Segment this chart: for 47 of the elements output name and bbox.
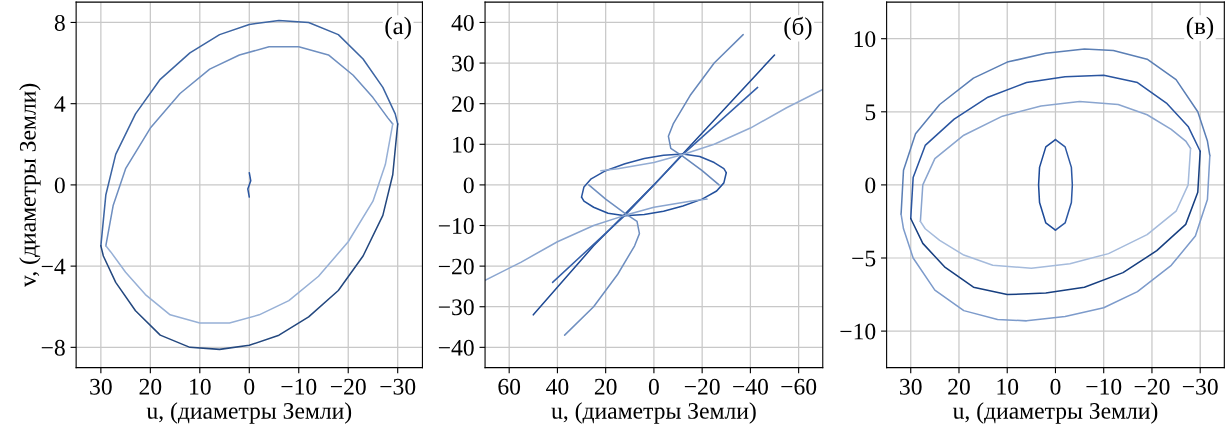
x-tick-label: 20 — [948, 378, 970, 395]
x-tick-label: 10 — [190, 378, 211, 395]
y-tick-label: 4 — [54, 96, 66, 112]
x-tick-label: 20 — [139, 378, 162, 395]
x-tick-label: 30 — [900, 378, 922, 395]
x-tick-label: 30 — [90, 378, 112, 395]
x-tick-label: 0 — [1050, 378, 1061, 395]
x-tick-label: 40 — [546, 378, 569, 395]
y-tick-label: 30 — [452, 55, 474, 72]
x-tick-label: −40 — [733, 378, 768, 395]
y-tick-label: 0 — [54, 177, 65, 194]
x-tick-label: 20 — [594, 378, 617, 395]
x-tick-label: 60 — [498, 378, 521, 395]
x-axis-title: u, (диаметры Земли) — [952, 402, 1158, 424]
annotation: (a) — [385, 16, 411, 40]
x-tick-label: −60 — [781, 378, 817, 395]
y-tick-label: 0 — [463, 177, 474, 194]
y-axis-title: v, (диаметры Земли) — [19, 83, 41, 287]
x-tick-label: −20 — [1134, 378, 1170, 395]
y-tick-label: −8 — [41, 339, 65, 356]
x-axis-title: u, (диаметры Земли) — [551, 402, 756, 424]
x-tick-label: −20 — [684, 378, 720, 395]
x-tick-label: 0 — [244, 378, 255, 395]
y-tick-label: 5 — [865, 104, 876, 121]
y-tick-label: −10 — [840, 323, 876, 340]
x-tick-label: −30 — [380, 378, 416, 395]
y-tick-label: −20 — [438, 258, 474, 275]
y-tick-label: −5 — [852, 250, 876, 267]
y-tick-label: 40 — [451, 14, 474, 31]
x-tick-label: −10 — [1086, 378, 1122, 395]
annotation: (в) — [1186, 16, 1214, 40]
x-tick-label: 0 — [648, 378, 659, 395]
y-tick-label: −10 — [438, 218, 474, 234]
y-tick-label: −4 — [41, 258, 66, 275]
y-tick-label: 10 — [854, 31, 876, 48]
y-tick-label: 0 — [865, 177, 876, 194]
y-tick-label: −30 — [438, 299, 474, 316]
y-tick-label: 8 — [54, 14, 65, 31]
x-tick-label: 10 — [997, 378, 1019, 395]
y-tick-label: 10 — [453, 136, 474, 153]
x-axis-title: u, (диаметры Земли) — [146, 402, 352, 424]
x-tick-label: −20 — [330, 378, 366, 395]
annotation: (б) — [784, 16, 812, 40]
y-tick-label: 20 — [452, 96, 474, 113]
x-tick-label: −30 — [1182, 378, 1218, 395]
x-tick-label: −10 — [281, 378, 317, 395]
y-tick-label: −40 — [438, 339, 474, 356]
